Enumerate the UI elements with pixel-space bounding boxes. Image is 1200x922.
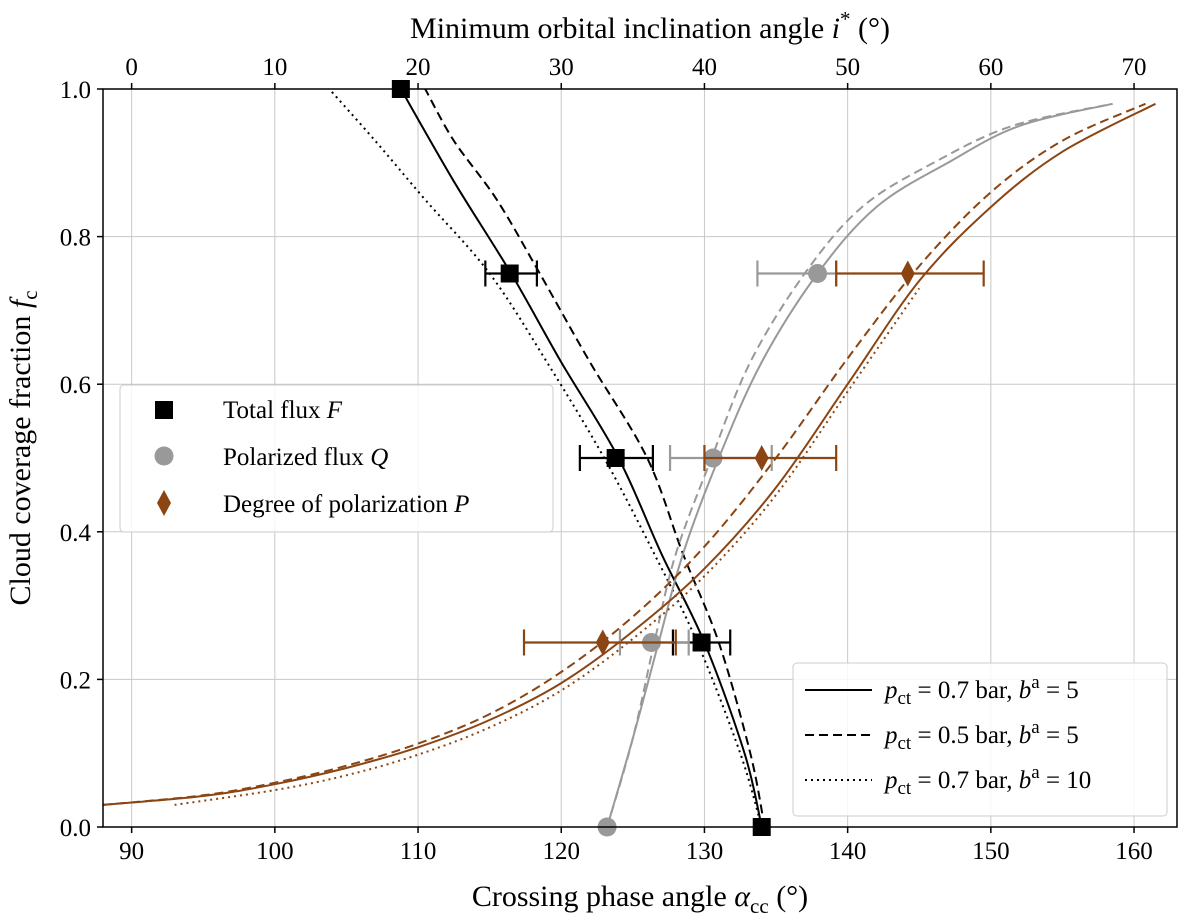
x-tick-label: 100 bbox=[256, 838, 294, 865]
legend-polarized-flux-label: Polarized flux Q bbox=[223, 444, 388, 471]
marker-diamond-P bbox=[754, 445, 769, 471]
legend-square-icon bbox=[155, 401, 173, 419]
legend-total-flux-label: Total flux F bbox=[223, 397, 343, 424]
series-line-Q-solid bbox=[606, 102, 1113, 827]
x-tick-label: 90 bbox=[119, 838, 144, 865]
top-tick-label: 60 bbox=[978, 54, 1003, 81]
legend-diamond-icon bbox=[157, 490, 171, 516]
marker-square-F bbox=[500, 264, 519, 283]
x-tick-label: 140 bbox=[829, 838, 867, 865]
line-legend-frame bbox=[792, 662, 1168, 817]
legend-dashed-label: pct = 0.5 bar, ba = 5 bbox=[883, 717, 1079, 754]
line-legend: pct = 0.7 bar, ba = 5 pct = 0.5 bar, ba … bbox=[792, 662, 1168, 817]
x-tick-label: 120 bbox=[542, 838, 580, 865]
top-tick-label: 70 bbox=[1122, 54, 1147, 81]
y-tick-label: 0.8 bbox=[60, 225, 91, 252]
marker-legend-frame bbox=[119, 384, 554, 533]
axes-layer: 90 100 110 120 130 140 150 1600.00.20.40.60.81.… bbox=[60, 54, 1153, 865]
marker-circle-Q bbox=[808, 264, 828, 283]
top-tick-label: 30 bbox=[549, 54, 574, 81]
legend-dotted-label: pct = 0.7 bar, ba = 10 bbox=[883, 762, 1091, 799]
legend-degree-of-polarization-label: Degree of polarization P bbox=[223, 491, 469, 518]
y-tick-label: 0.4 bbox=[60, 520, 92, 547]
series-line-Q-dashed bbox=[606, 102, 1113, 827]
top-tick-label: 20 bbox=[406, 54, 431, 81]
series-line-P-solid bbox=[103, 102, 1156, 806]
y-tick-label: 1.0 bbox=[60, 77, 91, 104]
y-tick-label: 0.0 bbox=[60, 815, 91, 842]
x-axis-title: Crossing phase angle αcc (°) bbox=[472, 880, 808, 918]
plot-frame bbox=[102, 88, 1178, 828]
top-tick-label: 40 bbox=[692, 54, 717, 81]
top-tick-label: 10 bbox=[262, 54, 287, 81]
marker-diamond-P bbox=[900, 260, 915, 287]
top-axis-title: Minimum orbital inclination angle i* (°) bbox=[410, 7, 890, 45]
x-tick-label: 150 bbox=[972, 838, 1010, 865]
y-tick-label: 0.2 bbox=[60, 667, 91, 694]
legend-circle-icon bbox=[154, 446, 174, 466]
marker-diamond-P bbox=[595, 629, 610, 656]
y-tick-label: 0.6 bbox=[60, 372, 91, 399]
series-line-F-dashed bbox=[424, 89, 766, 827]
y-axis-title: Cloud coverage fraction fc bbox=[4, 290, 42, 605]
top-tick-label: 50 bbox=[835, 54, 860, 81]
x-tick-label: 160 bbox=[1115, 838, 1153, 865]
series-line-P-dashed bbox=[103, 102, 1146, 806]
marker-square-F bbox=[606, 449, 625, 467]
legend-solid-label: pct = 0.7 bar, ba = 5 bbox=[883, 672, 1079, 709]
marker-legend: Total flux F Polarized flux Q Degree of … bbox=[119, 384, 554, 533]
x-tick-label: 110 bbox=[400, 838, 437, 865]
x-tick-label: 130 bbox=[686, 838, 724, 865]
marker-square-F bbox=[692, 633, 711, 652]
top-tick-label: 0 bbox=[125, 54, 138, 81]
